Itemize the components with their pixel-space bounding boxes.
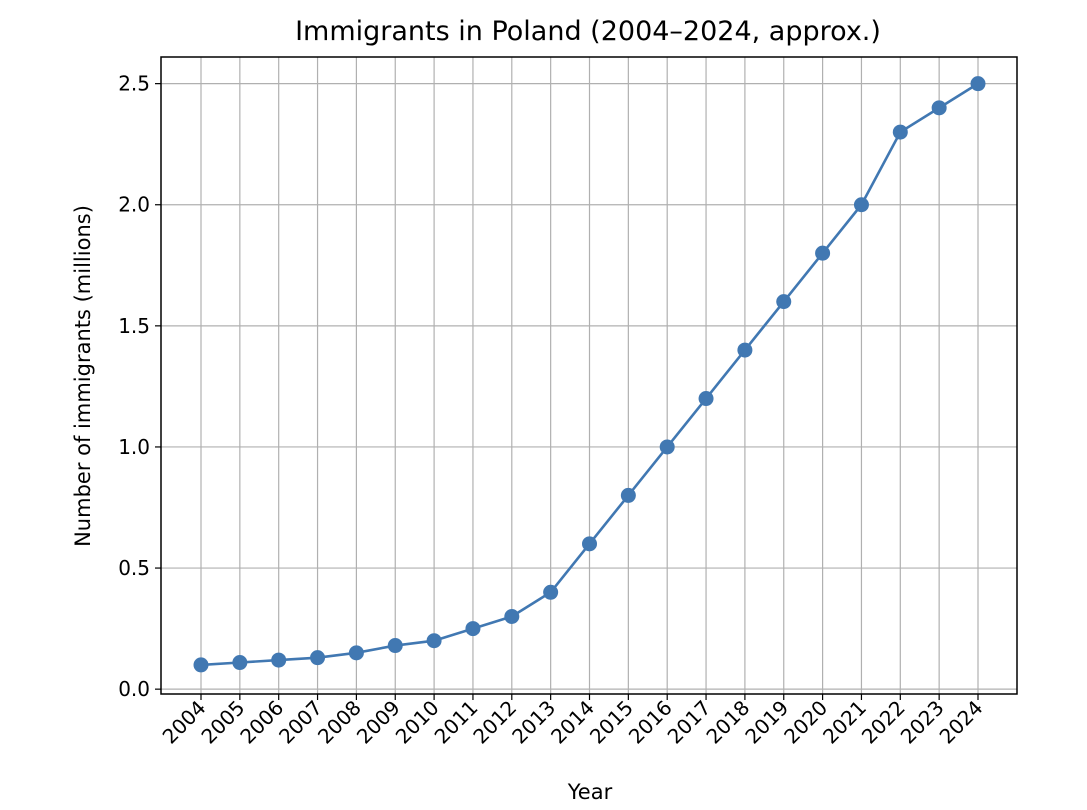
data-point xyxy=(465,621,481,637)
chart-title: Immigrants in Poland (2004–2024, approx.… xyxy=(295,16,881,47)
y-tick-label: 1.0 xyxy=(118,435,150,459)
data-point xyxy=(776,294,792,310)
data-point xyxy=(931,100,947,116)
data-point xyxy=(310,650,326,666)
data-point xyxy=(348,645,364,661)
y-tick-label: 0.0 xyxy=(118,677,150,701)
data-point xyxy=(543,584,559,600)
data-point xyxy=(659,439,675,455)
data-point xyxy=(970,76,986,92)
data-point xyxy=(853,197,869,213)
data-point xyxy=(271,652,287,668)
data-point xyxy=(193,657,209,673)
y-tick-label: 1.5 xyxy=(118,314,150,338)
data-point xyxy=(504,608,520,624)
data-point xyxy=(232,655,248,671)
data-point xyxy=(426,633,442,649)
series-layer xyxy=(193,76,986,673)
data-point xyxy=(620,487,636,503)
data-point xyxy=(815,245,831,261)
y-axis-label: Number of immigrants (millions) xyxy=(71,205,95,547)
data-point xyxy=(892,124,908,140)
y-tick-label: 2.0 xyxy=(118,193,150,217)
x-axis-label: Year xyxy=(567,780,613,804)
y-tick-label: 2.5 xyxy=(118,72,150,96)
data-point xyxy=(698,391,714,407)
data-point xyxy=(582,536,597,552)
data-point xyxy=(387,638,403,654)
y-tick-label: 0.5 xyxy=(118,556,150,580)
data-point xyxy=(737,342,753,358)
grid xyxy=(161,57,1017,694)
